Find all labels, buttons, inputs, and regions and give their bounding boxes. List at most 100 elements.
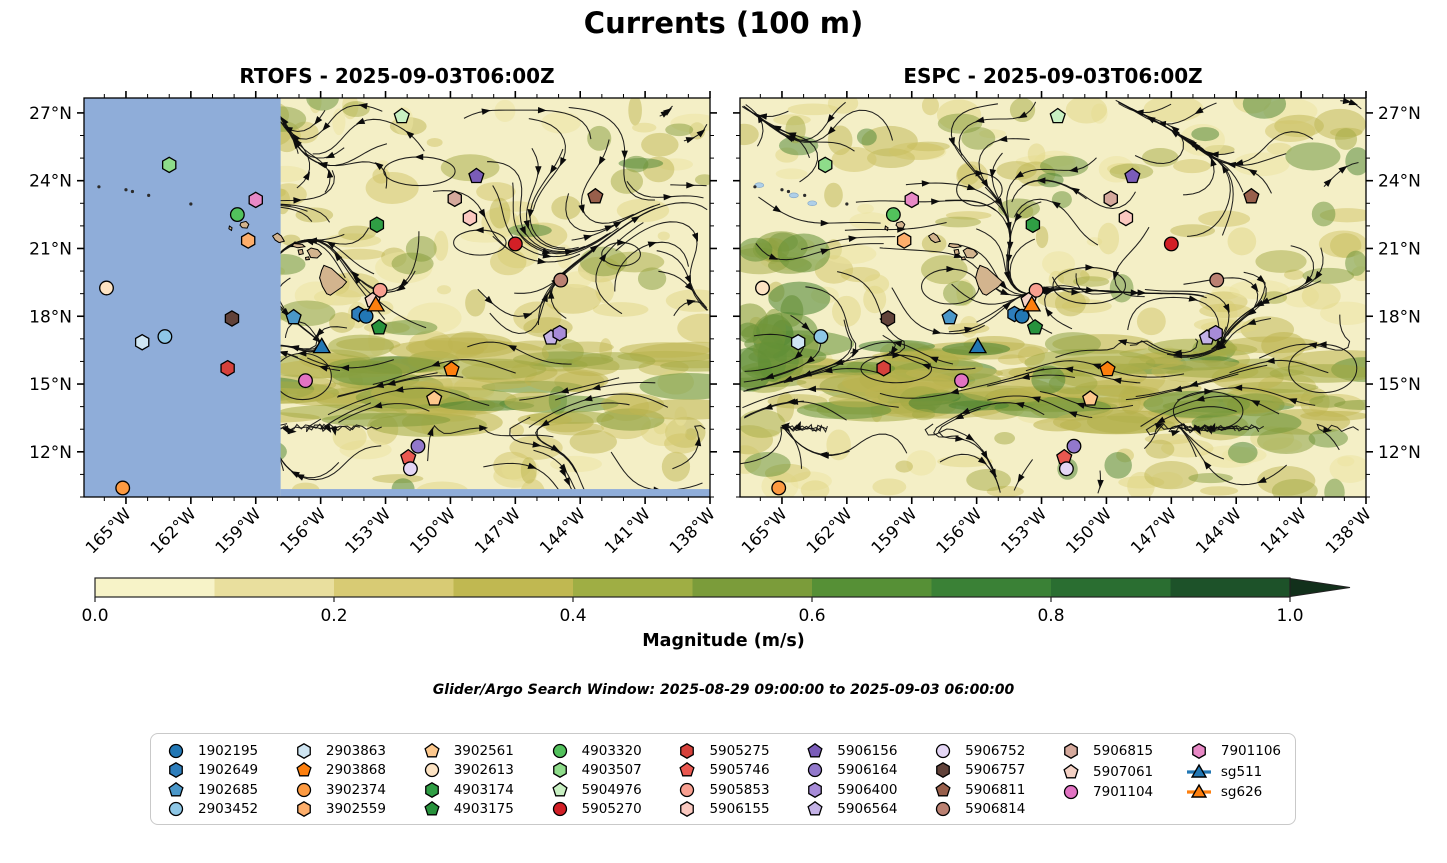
colorbar-tick-label: 0.0 — [81, 606, 108, 626]
island-hawaii — [319, 264, 348, 296]
legend-marker-icon-hexagon — [169, 762, 183, 779]
legend-column: 1902195 1902649 1902685 2903452 — [163, 741, 258, 819]
legend-marker-icon-circle — [168, 802, 184, 817]
legend-label: 5907061 — [1093, 763, 1154, 780]
island-lanai — [953, 248, 960, 256]
lon-tick-label: 150°W — [406, 504, 459, 557]
legend-item-sg626: sg626 — [1186, 782, 1281, 803]
legend-label: sg511 — [1220, 763, 1263, 780]
map-marker-4903320 — [229, 207, 245, 223]
lon-tick-label: 162°W — [147, 504, 200, 557]
legend-item-2903863: 2903863 — [291, 741, 386, 761]
legend-marker-icon-pentagon — [679, 762, 696, 777]
legend-column: 5906815 5907061 7901104 — [1058, 741, 1153, 819]
hawaiian-islands — [228, 220, 348, 296]
islet — [124, 188, 128, 192]
legend-label: 2903868 — [325, 762, 386, 779]
legend-label: 5906815 — [1093, 743, 1154, 760]
legend-column: 5905275 5905746 5905853 5906155 — [674, 741, 770, 820]
legend-label: 3902374 — [325, 781, 386, 798]
legend-label: 7901106 — [1220, 743, 1281, 760]
lon-tick-label: 153°W — [997, 504, 1050, 557]
map-marker-3902561 — [426, 390, 443, 406]
legend-item-5905746: 5905746 — [674, 761, 770, 781]
map-marker-3902374 — [771, 480, 787, 496]
legend-column: 5906156 5906164 5906400 5906564 — [802, 741, 897, 819]
map-marker-4903507 — [817, 156, 833, 174]
legend-marker-icon-hexagon — [936, 762, 951, 779]
islet — [130, 189, 135, 194]
legend-label: 5906155 — [709, 801, 770, 818]
legend-item-4903175: 4903175 — [419, 800, 514, 820]
legend-item-5906156: 5906156 — [802, 741, 897, 761]
legend-label: 5906564 — [837, 801, 898, 818]
lon-tick-label: 159°W — [212, 504, 265, 557]
legend-item-1902195: 1902195 — [163, 741, 258, 761]
island-maui — [962, 247, 979, 259]
legend-item-3902561: 3902561 — [419, 741, 514, 761]
panel-title-espc: ESPC - 2025-09-03T06:00Z — [903, 64, 1203, 88]
map-marker-7901104 — [954, 373, 969, 389]
legend-label: 5905270 — [581, 801, 642, 818]
legend-item-5907061: 5907061 — [1058, 762, 1153, 783]
figure-title: Currents (100 m) — [583, 6, 864, 40]
legend-marker-icon-circle — [1063, 785, 1079, 800]
map-marker-2903452 — [813, 329, 829, 345]
island-molokai — [291, 242, 307, 249]
map-marker-5906814 — [1209, 272, 1225, 288]
legend-label: 2903863 — [325, 742, 386, 759]
island-oahu — [927, 232, 942, 244]
legend-label: 4903175 — [453, 801, 514, 818]
map-marker-5906811 — [587, 187, 604, 204]
lat-tick-label: 15°N — [1378, 375, 1421, 395]
legend-marker-icon-pentagon — [551, 781, 568, 797]
lon-tick-label: 141°W — [601, 504, 654, 557]
map-marker-5905270 — [1163, 236, 1179, 252]
legend-label: 5906752 — [965, 742, 1026, 759]
islet — [780, 188, 784, 192]
search-window-text: Glider/Argo Search Window: 2025-08-29 09… — [432, 682, 1015, 698]
map-marker-5905275 — [220, 359, 235, 377]
island-molokai — [947, 242, 963, 249]
map-marker-5904976 — [393, 107, 410, 124]
map-marker-4903174 — [369, 216, 385, 234]
map-marker-7901104 — [298, 373, 313, 389]
legend-marker-icon-pentagon — [424, 742, 440, 758]
legend-marker-icon-circle — [680, 782, 695, 797]
map-marker-5905275 — [876, 359, 891, 377]
legend-marker-icon-pentagon — [807, 801, 823, 816]
legend-item-sg511: sg511 — [1186, 762, 1281, 783]
map-marker-5905853 — [372, 282, 388, 298]
legend-label: 5906811 — [965, 781, 1026, 798]
map-marker-4903507 — [161, 156, 177, 174]
legend-item-7901104: 7901104 — [1058, 782, 1153, 803]
legend-column: 5906752 5906757 5906811 5906814 — [930, 741, 1025, 819]
map-marker-2903452 — [157, 329, 173, 345]
colorbar-label: Magnitude (m/s) — [642, 631, 805, 651]
legend-marker-icon-circle — [552, 743, 567, 758]
lat-tick-label: 12°N — [1378, 443, 1421, 463]
map-marker-5906814 — [553, 272, 569, 288]
map-marker-4903320 — [885, 207, 901, 223]
map-marker-5906164 — [1066, 438, 1082, 454]
map-marker-5906815 — [1103, 190, 1118, 208]
colorbar-tick-label: 0.4 — [559, 606, 586, 626]
map-marker-5905853 — [1028, 282, 1044, 298]
map-marker-1902685 — [285, 308, 302, 325]
map-marker-sg626 — [1022, 295, 1042, 312]
lon-tick-label: 153°W — [341, 504, 394, 557]
legend-marker-icon-hexagon — [680, 801, 695, 818]
lat-tick-label: 27°N — [1378, 104, 1421, 124]
map-marker-5906752 — [1058, 461, 1074, 477]
map-marker-5906757 — [880, 310, 896, 327]
colorbar-tick-label: 1.0 — [1276, 606, 1303, 626]
legend-marker-icon-hexagon — [680, 742, 695, 759]
legend-item-3902374: 3902374 — [291, 780, 386, 800]
legend-item-5906564: 5906564 — [802, 800, 897, 820]
map-marker-5906815 — [447, 190, 462, 208]
legend-marker-icon-pentagon — [424, 801, 440, 816]
legend-label: 7901104 — [1093, 784, 1154, 801]
islet — [753, 185, 757, 189]
legend-item-5905853: 5905853 — [674, 780, 770, 800]
legend-item-5906155: 5906155 — [674, 800, 770, 820]
